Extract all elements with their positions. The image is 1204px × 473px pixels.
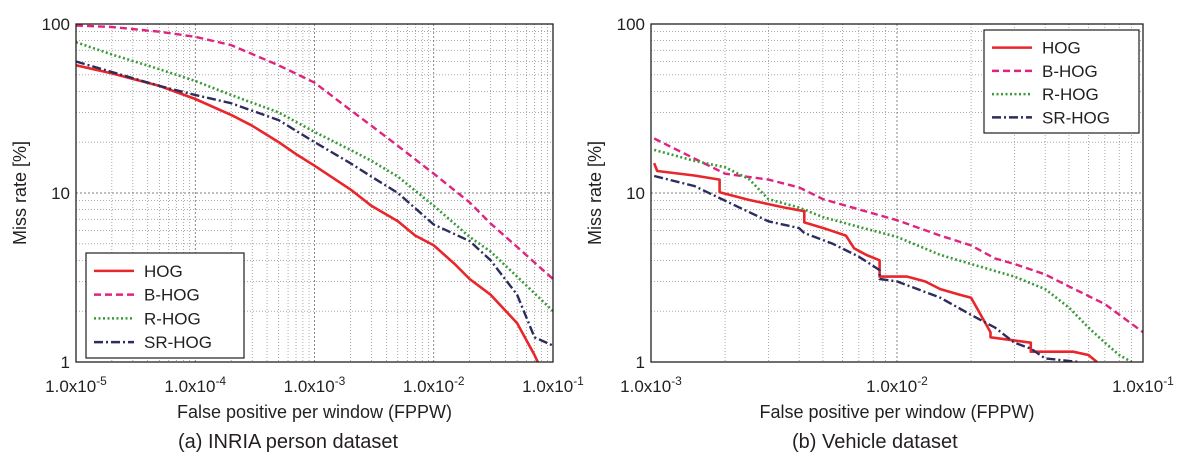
plot-frame: [75, 23, 554, 363]
x-axis-label: False positive per window (FPPW): [759, 402, 1034, 422]
series-group: [76, 24, 553, 362]
y-tick-label: 10: [51, 184, 70, 203]
x-tick-mantissa: 1.0x10: [45, 377, 96, 396]
x-tick-mantissa: 1.0x10: [403, 377, 454, 396]
y-axis-label: Miss rate [%]: [10, 141, 30, 245]
series-line-sr-hog: [76, 60, 553, 347]
x-tick-label: 1.0x10-5: [45, 374, 107, 396]
x-tick-label: 1.0x10-1: [522, 374, 584, 396]
y-tick-label: 10: [626, 184, 645, 203]
x-tick-exponent: -2: [454, 374, 465, 388]
legend-label-b-hog: B-HOG: [144, 286, 200, 305]
grid: [650, 24, 1143, 363]
x-tick-exponent: -5: [96, 374, 107, 388]
x-tick-mantissa: 1.0x10: [522, 377, 573, 396]
legend: HOG B-HOG R-HOG SR-HOG: [85, 252, 245, 359]
legend-label-b-hog: B-HOG: [1042, 62, 1098, 81]
x-tick-mantissa: 1.0x10: [284, 377, 335, 396]
x-tick-exponent: -1: [1163, 374, 1174, 388]
legend-label-r-hog: R-HOG: [144, 309, 201, 328]
x-tick-label: 1.0x10-3: [620, 374, 682, 396]
plot-frame: [650, 23, 1144, 363]
legend-label-r-hog: R-HOG: [1042, 85, 1099, 104]
y-tick-label: 100: [617, 15, 645, 34]
x-tick-label: 1.0x10-3: [284, 374, 346, 396]
series-line-b-hog: [653, 137, 1143, 334]
caption-panel-a: (a) INRIA person dataset: [178, 431, 399, 453]
legend-label-sr-hog: SR-HOG: [144, 333, 212, 352]
x-tick-mantissa: 1.0x10: [1112, 377, 1163, 396]
series-line-r-hog: [76, 40, 553, 313]
legend-label-sr-hog: SR-HOG: [1042, 108, 1110, 127]
series-group: [652, 137, 1143, 362]
y-axis-label: Miss rate [%]: [585, 141, 605, 245]
x-tick-mantissa: 1.0x10: [620, 377, 671, 396]
x-tick-label: 1.0x10-2: [403, 374, 465, 396]
y-tick-label: 1: [636, 353, 645, 372]
legend: HOG B-HOG R-HOG SR-HOG: [983, 29, 1140, 134]
series-line-hog: [76, 64, 540, 362]
series-line-sr-hog: [653, 174, 1080, 362]
x-tick-exponent: -4: [215, 374, 226, 388]
x-tick-exponent: -3: [335, 374, 346, 388]
series-line-hog: [652, 162, 1098, 362]
legend-label-hog: HOG: [1042, 39, 1081, 58]
series-line-b-hog: [76, 24, 553, 280]
caption-panel-b: (b) Vehicle dataset: [792, 431, 958, 453]
x-tick-mantissa: 1.0x10: [866, 377, 917, 396]
x-tick-mantissa: 1.0x10: [164, 377, 215, 396]
legend-label-hog: HOG: [144, 262, 183, 281]
x-tick-exponent: -1: [573, 374, 584, 388]
x-axis-label: False positive per window (FPPW): [177, 402, 452, 422]
y-tick-label: 1: [61, 353, 70, 372]
chart-panel-a: 1.0x10-5 1.0x10-4 1.0x10-3 1.0x10-2 1.0x10-1…: [10, 15, 584, 422]
x-tick-exponent: -3: [671, 374, 682, 388]
x-tick-label: 1.0x10-4: [164, 374, 226, 396]
x-tick-label: 1.0x10-1: [1112, 374, 1174, 396]
series-line-r-hog: [653, 148, 1133, 362]
x-tick-exponent: -2: [917, 374, 928, 388]
x-tick-label: 1.0x10-2: [866, 374, 928, 396]
y-tick-label: 100: [42, 15, 70, 34]
